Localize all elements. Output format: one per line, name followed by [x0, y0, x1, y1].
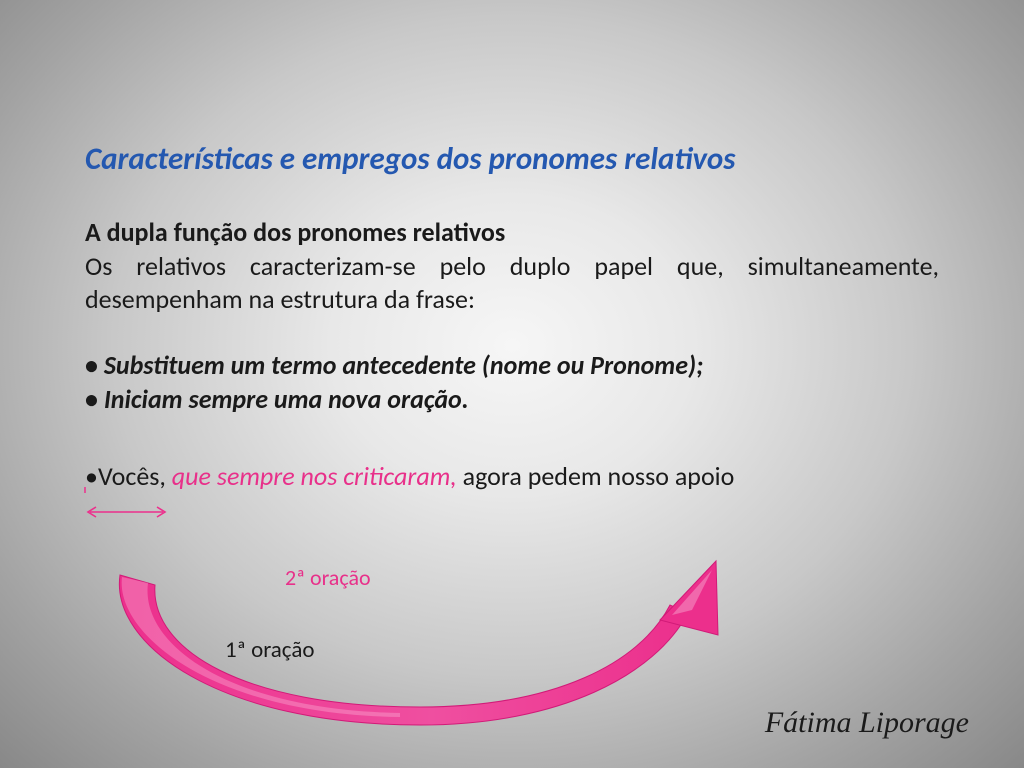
annotation-second-clause: 2ª oração [285, 564, 371, 591]
bullet-item: Iniciam sempre uma nova oração. [85, 383, 939, 417]
tick-mark-icon [84, 486, 90, 494]
example-part3: agora pedem nosso apoio [463, 460, 735, 492]
slide: Características e empregos dos pronomes … [0, 0, 1024, 768]
slide-subtitle: A dupla função dos pronomes relativos [85, 216, 939, 248]
annotation-first-clause: 1ª oração [225, 636, 314, 664]
author-signature: Fátima Liporage [765, 706, 969, 740]
slide-title: Características e empregos dos pronomes … [85, 140, 939, 178]
intro-paragraph: Os relativos caracterizam-se pelo duplo … [85, 250, 939, 315]
example-clause2: que sempre nos criticaram, [172, 460, 463, 492]
bullet-item: Substituem um termo antecedente (nome ou… [85, 349, 939, 383]
example-part1: Vocês, [98, 460, 172, 492]
example-sentence: Vocês, que sempre nos criticaram, agora … [85, 461, 939, 492]
bullet-list: Substituem um termo antecedente (nome ou… [85, 349, 939, 417]
